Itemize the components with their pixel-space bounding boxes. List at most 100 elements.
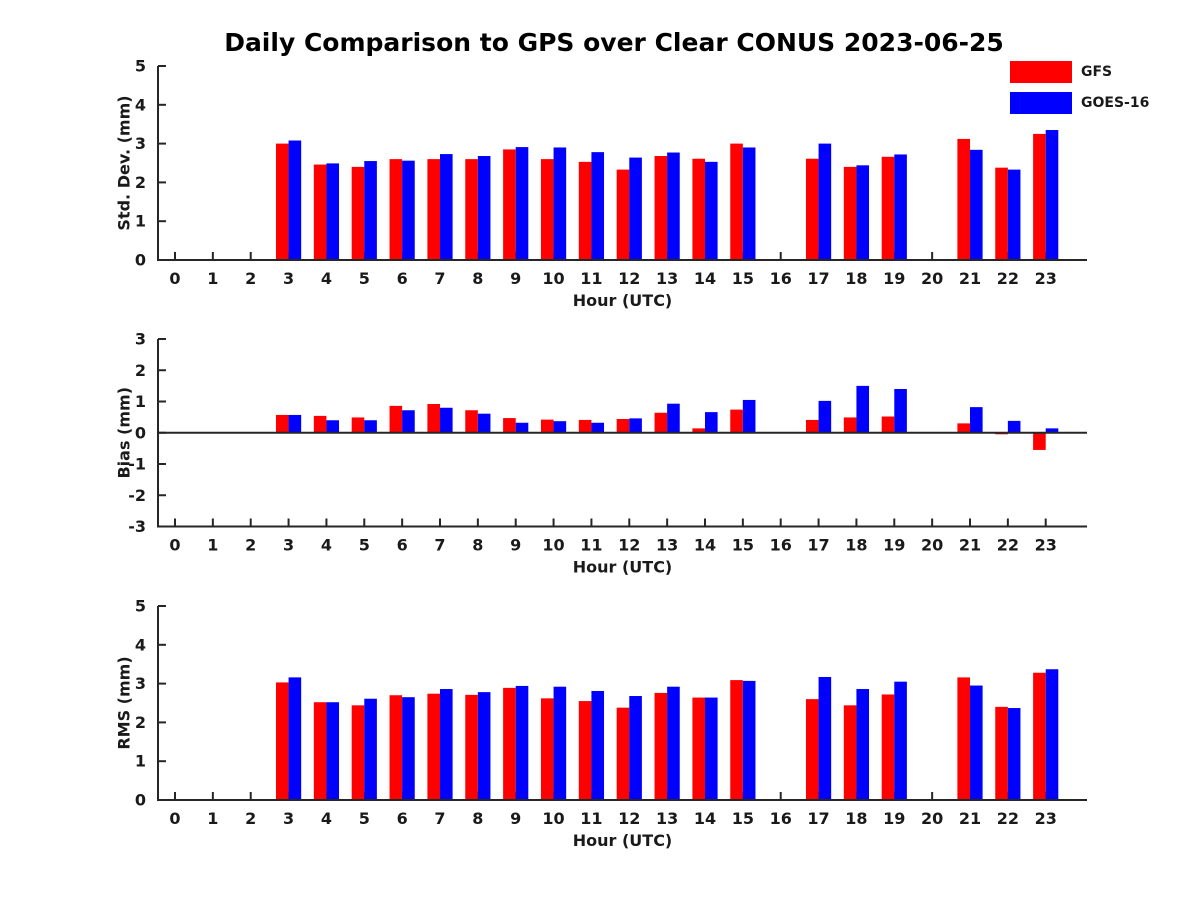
bar-goes-16-h10 <box>553 421 567 433</box>
x-tick-label: 2 <box>245 269 256 288</box>
y-tick-label: 1 <box>135 212 146 231</box>
bar-gfs-h17 <box>805 699 819 800</box>
bar-gfs-h14 <box>692 428 705 433</box>
x-tick-label: 15 <box>732 269 754 288</box>
bar-gfs-h18 <box>843 705 857 800</box>
bar-goes-16-h21 <box>969 149 983 260</box>
y-tick-label: 5 <box>135 597 146 616</box>
bar-goes-16-h8 <box>477 692 491 800</box>
bar-goes-16-h11 <box>591 422 605 433</box>
y-tick-label: 2 <box>135 173 146 192</box>
bar-goes-16-h22 <box>1007 708 1021 800</box>
bar-goes-16-h14 <box>704 697 718 800</box>
bar-goes-16-h19 <box>894 389 907 433</box>
y-axis-label: Bias (mm) <box>115 387 134 479</box>
y-axis-label: RMS (mm) <box>115 656 134 749</box>
y-tick-label: 1 <box>135 752 146 771</box>
x-tick-label: 4 <box>321 536 332 555</box>
bar-gfs-h14 <box>692 697 705 800</box>
bar-goes-16-h6 <box>402 160 415 260</box>
bar-gfs-h5 <box>351 417 365 433</box>
x-tick-label: 19 <box>883 809 905 828</box>
bar-goes-16-h13 <box>667 686 680 800</box>
x-tick-label: 18 <box>845 809 867 828</box>
x-tick-label: 10 <box>542 536 564 555</box>
x-tick-label: 17 <box>807 269 829 288</box>
y-tick-label: 4 <box>135 635 146 654</box>
bar-goes-16-h11 <box>591 690 605 800</box>
x-tick-label: 12 <box>618 269 640 288</box>
bar-gfs-h3 <box>275 414 289 433</box>
x-tick-label: 8 <box>472 809 483 828</box>
y-tick-label: 1 <box>135 392 146 411</box>
x-tick-label: 9 <box>510 809 521 828</box>
bar-goes-16-h13 <box>667 152 680 260</box>
x-tick-label: 20 <box>921 536 943 555</box>
bar-gfs-h8 <box>465 159 478 260</box>
x-tick-label: 23 <box>1035 809 1057 828</box>
bar-goes-16-h18 <box>856 689 870 800</box>
x-tick-label: 13 <box>656 809 678 828</box>
y-tick-label: 3 <box>135 674 146 693</box>
x-tick-label: 13 <box>656 269 678 288</box>
x-axis-label: Hour (UTC) <box>573 558 673 577</box>
x-tick-label: 21 <box>959 536 981 555</box>
x-tick-label: 18 <box>845 536 867 555</box>
bar-gfs-h18 <box>843 417 857 433</box>
bar-gfs-h21 <box>957 138 970 260</box>
bar-gfs-h7 <box>427 159 440 260</box>
x-tick-label: 9 <box>510 536 521 555</box>
legend: GFS GOES-16 <box>1010 61 1149 123</box>
bar-goes-16-h19 <box>894 154 907 260</box>
y-tick-label: 0 <box>135 251 146 270</box>
x-axis-label: Hour (UTC) <box>573 291 673 310</box>
x-tick-label: 17 <box>807 536 829 555</box>
x-tick-label: 4 <box>321 269 332 288</box>
bar-goes-16-h12 <box>629 696 642 800</box>
x-tick-label: 11 <box>580 809 602 828</box>
bar-goes-16-h23 <box>1045 669 1059 800</box>
legend-label-gfs: GFS <box>1081 64 1113 80</box>
y-tick-label: 2 <box>135 713 146 732</box>
bar-gfs-h18 <box>843 166 857 260</box>
bar-gfs-h19 <box>881 694 895 800</box>
x-tick-label: 14 <box>694 269 716 288</box>
bar-gfs-h3 <box>275 143 289 260</box>
y-tick-label: 2 <box>135 361 146 380</box>
bar-gfs-h21 <box>957 423 970 433</box>
bar-goes-16-h14 <box>704 412 718 433</box>
legend-item-goes16: GOES-16 <box>1010 92 1149 114</box>
bar-goes-16-h3 <box>288 140 302 260</box>
x-tick-label: 5 <box>359 269 370 288</box>
bar-goes-16-h18 <box>856 165 870 260</box>
bar-goes-16-h4 <box>326 420 340 433</box>
bar-goes-16-h21 <box>969 407 983 433</box>
x-tick-label: 12 <box>618 536 640 555</box>
bar-gfs-h23 <box>1033 432 1046 450</box>
bar-gfs-h11 <box>578 419 592 433</box>
x-tick-label: 2 <box>245 536 256 555</box>
bar-gfs-h10 <box>540 159 554 260</box>
x-tick-label: 9 <box>510 269 521 288</box>
x-axis-label: Hour (UTC) <box>573 831 673 850</box>
bar-gfs-h9 <box>503 149 516 260</box>
bar-gfs-h11 <box>578 701 592 800</box>
bar-goes-16-h7 <box>439 407 453 433</box>
x-tick-label: 0 <box>169 536 180 555</box>
bar-gfs-h14 <box>692 158 705 260</box>
bar-gfs-h6 <box>389 695 403 800</box>
bar-goes-16-h6 <box>402 410 415 433</box>
x-tick-label: 20 <box>921 809 943 828</box>
bar-gfs-h6 <box>389 159 403 260</box>
bar-gfs-h4 <box>313 164 327 260</box>
bar-goes-16-h14 <box>704 161 718 260</box>
bar-goes-16-h4 <box>326 702 340 800</box>
bar-goes-16-h10 <box>553 686 567 800</box>
chart-title: Daily Comparison to GPS over Clear CONUS… <box>224 28 1004 57</box>
chart-rms: 0 1 2 3 4 5 6 7 8 9 10 11 12 13 14 15 16 17 18 19 20 21 22 2301… <box>115 597 1087 850</box>
bar-goes-16-h23 <box>1045 428 1059 433</box>
bar-gfs-h6 <box>389 405 403 433</box>
x-tick-label: 19 <box>883 269 905 288</box>
bar-gfs-h17 <box>805 419 819 433</box>
